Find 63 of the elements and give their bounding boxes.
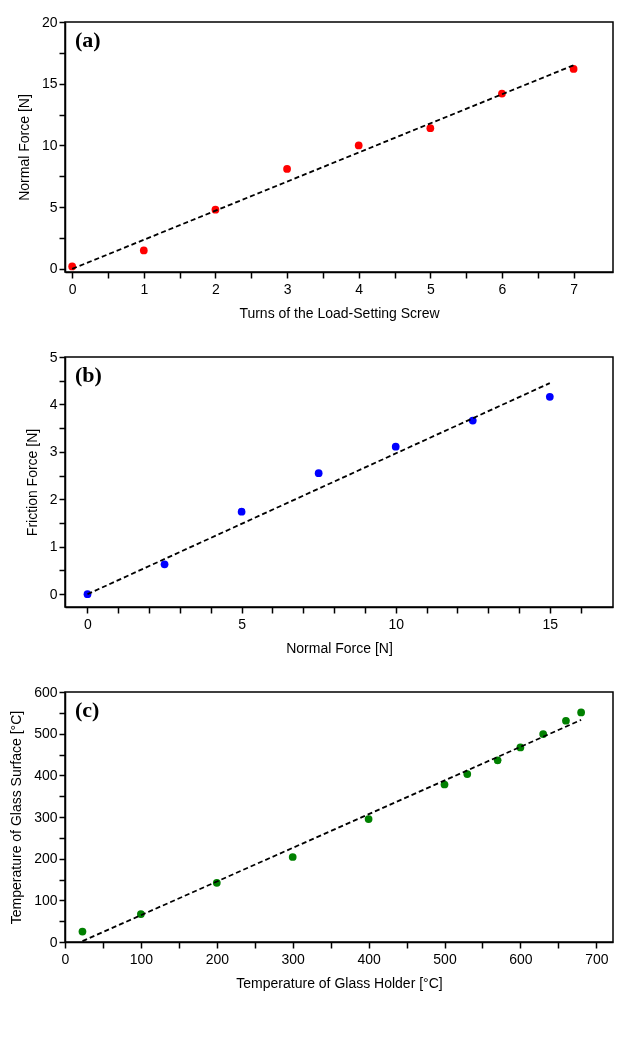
y-tick-label: 5 [49,348,58,365]
x-tick-label: 10 [388,615,405,632]
y-tick-label: 600 [34,683,58,700]
x-tick-label: 0 [68,280,77,297]
point [78,927,87,936]
y-tick-label: 20 [41,13,58,30]
x-tick-label: 5 [238,615,247,632]
x-tick-label: 6 [498,280,507,297]
y-tick-label: 5 [49,198,58,215]
y-axis-title: Temperature of Glass Surface [°C] [8,710,25,925]
point [288,853,297,861]
x-tick-label: 4 [355,280,364,297]
point [283,165,291,173]
point [493,756,502,765]
y-tick-label: 200 [34,850,58,867]
point [354,141,363,150]
y-tick-label: 500 [34,725,58,742]
y-tick-label: 300 [34,808,58,825]
annotation: (a) [75,27,101,52]
x-tick-label: 600 [509,950,533,967]
x-axis-title: Turns of the Load-Setting Screw [239,304,441,321]
y-tick-label: 3 [49,443,58,460]
x-tick-label: 400 [357,950,381,967]
x-axis-title: Normal Force [N] [286,639,393,656]
y-tick-label: 15 [41,75,58,92]
x-tick-label: 5 [426,280,435,297]
point [569,65,578,73]
y-tick-label: 100 [34,891,58,908]
point [364,815,373,823]
point [562,716,570,725]
x-tick-label: 700 [585,950,609,967]
x-tick-label: 300 [281,950,306,967]
y-axis-title: Normal Force [N] [15,94,32,201]
y-tick-label: 0 [49,585,58,602]
x-tick-label: 15 [542,615,559,632]
annotation: (c) [75,697,100,722]
x-tick-label: 3 [283,280,292,297]
point [391,442,400,451]
x-tick-label: 2 [212,280,221,297]
point [160,560,169,569]
point [139,246,148,255]
x-tick-label: 1 [140,280,149,297]
y-axis-title: Friction Force [N] [23,428,40,537]
x-tick-label: 500 [433,950,457,967]
x-tick-label: 200 [205,950,230,967]
point [237,507,246,516]
y-tick-label: 1 [49,538,58,555]
y-tick-label: 2 [49,490,58,507]
x-tick-label: 0 [84,615,93,632]
y-tick-label: 10 [41,136,58,153]
point [314,469,323,478]
point [577,708,585,717]
x-axis-title: Temperature of Glass Holder [°C] [236,974,443,991]
y-tick-label: 4 [49,395,58,412]
x-tick-label: 0 [61,950,70,967]
x-tick-label: 100 [129,950,154,967]
point [426,124,435,133]
y-tick-label: 0 [49,260,58,277]
point [545,392,554,401]
x-tick-label: 7 [570,280,579,297]
annotation: (b) [75,362,102,387]
y-tick-label: 400 [34,766,58,783]
y-tick-label: 0 [49,933,58,950]
